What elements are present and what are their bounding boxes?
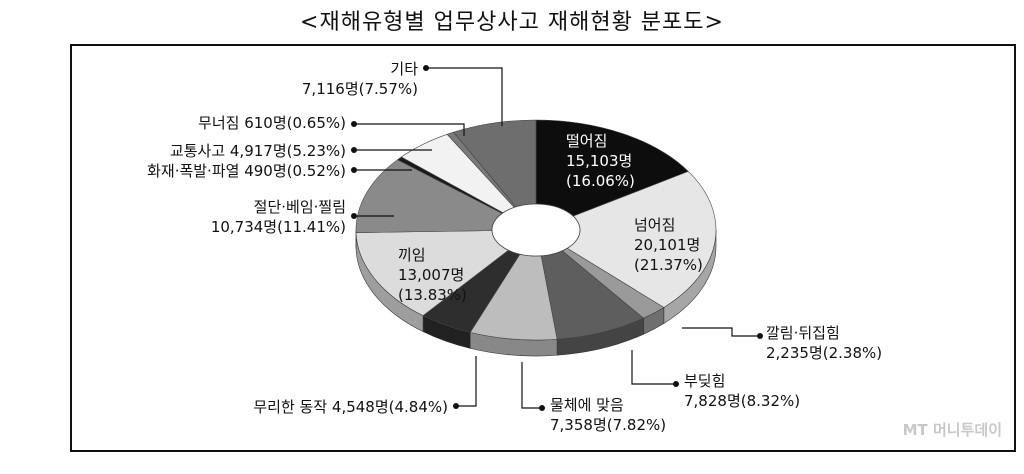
slice-label-line: 절단·베임·찔림 [254,198,346,216]
leader-line-4 [521,362,542,409]
slice-label-line: 7,358명(7.82%) [550,416,666,434]
slice-label-line: 깔림·뒤집힘 [766,324,840,342]
slice-label-9: 교통사고 4,917명(5.23%) [170,142,346,160]
slice-label-8: 화재·폭발·파열 490명(0.52%) [147,162,346,180]
slice-label-line: (16.06%) [566,172,635,190]
slice-label-6: 끼임 13,007명 (13.83%) [398,246,467,304]
leader-line-2 [682,327,760,337]
slice-label-line: 넘어짐 [634,216,675,234]
slice-label-line: 13,007명 [398,266,464,284]
slice-label-line: 끼임 [398,246,426,264]
donut-hole [491,203,581,257]
slice-label-line: 교통사고 4,917명(5.23%) [170,142,346,160]
leader-dot-5 [453,403,459,409]
leader-dot-3 [673,381,679,387]
slice-label-0: 떨어짐 15,103명 (16.06%) [566,132,635,190]
leader-dot-2 [757,333,763,339]
slice-label-line: 무리한 동작 4,548명(4.84%) [253,398,448,416]
slice-label-line: 20,101명 [634,236,700,254]
slice-label-line: (13.83%) [398,286,467,304]
leader-line-11 [426,67,503,126]
chart-title: <재해유형별 업무상사고 재해현황 분포도> [300,10,724,35]
slice-label-line: 기타 [390,60,418,78]
slice-label-10: 무너짐 610명(0.65%) [198,114,346,132]
leader-group [351,65,763,411]
chart-frame: 떨어짐 15,103명 (16.06%) 넘어짐 20,101명 (21.37%) 깔림·뒤… [70,44,1016,452]
slice-group [355,119,717,357]
leader-dot-10 [351,121,357,127]
leader-line-10 [354,123,465,136]
slice-label-7: 절단·베임·찔림 10,734명(11.41%) [211,198,346,236]
slice-label-line: 7,116명(7.57%) [302,80,418,98]
slice-label-3: 부딪힘 7,828명(8.32%) [684,372,800,410]
slice-label-line: (21.37%) [634,256,703,274]
leader-line-5 [456,356,477,407]
leader-dot-8 [351,167,357,173]
slice-label-line: 화재·폭발·파열 490명(0.52%) [147,162,346,180]
slice-label-line: 10,734명(11.41%) [211,218,346,236]
slice-label-line: 무너짐 610명(0.65%) [198,114,346,132]
slice-label-line: 부딪힘 [684,372,725,390]
slice-label-5: 무리한 동작 4,548명(4.84%) [253,398,448,416]
leader-dot-9 [351,147,357,153]
slice-label-11: 기타 7,116명(7.57%) [302,60,418,98]
slice-label-line: 물체에 맞음 [550,396,624,414]
leader-dot-7 [351,213,357,219]
slice-label-1: 넘어짐 20,101명 (21.37%) [634,216,703,274]
slice-label-4: 물체에 맞음 7,358명(7.82%) [550,396,666,434]
slice-label-line: 떨어짐 [566,132,607,150]
label-group: 떨어짐 15,103명 (16.06%) 넘어짐 20,101명 (21.37%) 깔림·뒤… [147,60,882,434]
watermark-logo: MT 머니투데이 [902,421,1002,439]
donut-chart: 떨어짐 15,103명 (16.06%) 넘어짐 20,101명 (21.37%) 깔림·뒤… [147,60,882,434]
leader-dot-4 [539,405,545,411]
leader-dot-11 [423,65,429,71]
slice-label-line: 2,235명(2.38%) [766,344,882,362]
leader-line-3 [631,350,676,385]
slice-label-2: 깔림·뒤집힘 2,235명(2.38%) [766,324,882,362]
slice-label-line: 7,828명(8.32%) [684,392,800,410]
slice-label-line: 15,103명 [566,152,632,170]
